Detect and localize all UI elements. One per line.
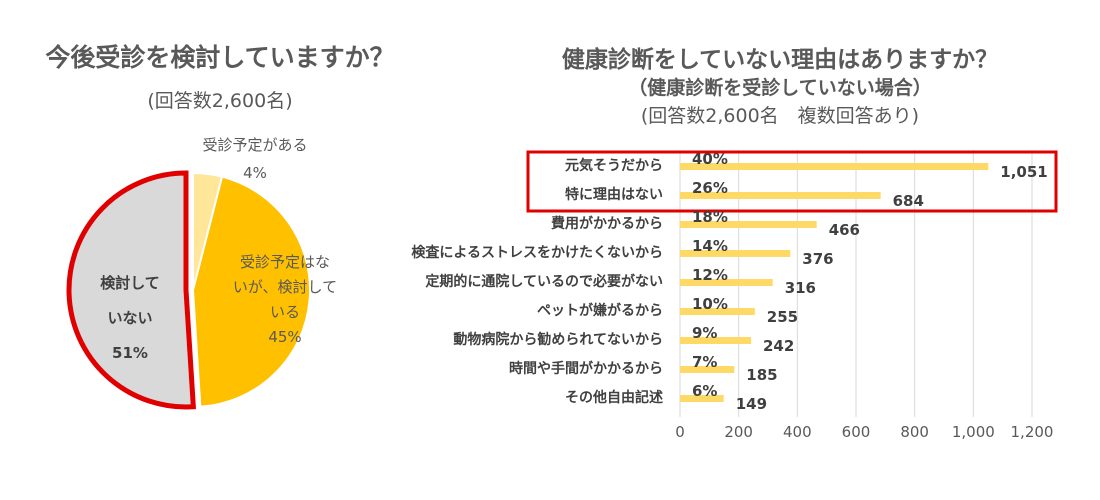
pie-label-not-considering: 検討して いない 51% [85,266,175,371]
bar [680,192,881,199]
bar [680,395,724,402]
bar [680,366,735,373]
percent-label: 7% [692,352,718,371]
value-label: 376 [802,249,834,268]
bar [680,279,773,286]
x-tick-label: 1,200 [1010,423,1054,441]
percent-label: 9% [692,323,718,342]
pie-label-planned-text: 受診予定がある [202,136,308,154]
value-label: 242 [762,336,795,355]
x-tick-label: 0 [675,423,685,441]
category-label: その他自由記述 [565,389,663,406]
value-label: 255 [766,307,799,326]
category-label: 定期的に通院しているので必要がない [425,273,663,290]
bar-chart [526,150,1058,417]
highlight-box [526,150,1058,213]
category-label: 動物病院から勧められてないから [453,331,663,348]
percent-label: 14% [692,236,728,255]
bar [680,221,817,228]
pie-label-considering-line1: 受診予定はな [239,253,330,271]
percent-label: 40% [692,149,728,168]
pie-label-considering-line3: いる [269,303,300,321]
pie-label-not-considering-pct: 51% [112,344,148,362]
bar-title: 健康診断をしていない理由はありますか？ [561,47,999,73]
bar [680,337,751,344]
pie-slice-not-considering [66,170,196,410]
bar [680,250,791,257]
pie-label-considering-line2: いが、検討して [232,278,338,296]
value-label: 316 [784,278,816,297]
percent-label: 26% [692,178,728,197]
pie-title: 今後受診を検討していますか？ [45,43,395,72]
pie-label-considering-pct: 45% [268,328,302,346]
value-label: 1,051 [1000,162,1048,181]
x-tick-label: 600 [841,423,871,441]
x-tick-label: 1,000 [951,423,995,441]
pie-slice-considering [191,175,311,408]
bar-title-2: （健康診断を受診していない場合） [628,77,932,99]
value-label: 185 [746,365,778,384]
x-tick-label: 400 [783,423,812,441]
category-label: 費用がかかるから [551,215,663,232]
percent-label: 18% [692,207,728,226]
percent-label: 12% [692,265,728,284]
bar-subtitle: (回答数2,600名 複数回答あり) [640,105,920,127]
category-label: 元気そうだから [565,157,663,174]
pie-label-planned: 受診予定がある 4% [180,133,330,186]
category-label: 時間や手間がかかるから [509,360,663,377]
percent-label: 6% [692,381,718,400]
bar [680,308,755,315]
pie-label-considering: 受診予定はな いが、検討して いる 45% [225,250,345,350]
x-tick-label: 800 [900,423,929,441]
category-label: ペットが嫌がるから [537,302,663,319]
pie-label-not-considering-line2: いない [107,309,153,327]
value-label: 684 [892,191,924,210]
pie-subtitle: (回答数2,600名) [147,90,293,112]
value-label: 149 [735,394,768,413]
x-tick-label: 200 [724,423,753,441]
pie-chart [66,170,311,410]
pie-label-not-considering-line1: 検討して [100,274,160,292]
value-label: 466 [828,220,860,239]
pie-label-planned-pct: 4% [243,164,267,182]
percent-label: 10% [692,294,728,313]
bar [680,163,989,170]
category-label: 検査によるストレスをかけたくないから [411,244,663,261]
category-label: 特に理由はない [565,186,663,203]
